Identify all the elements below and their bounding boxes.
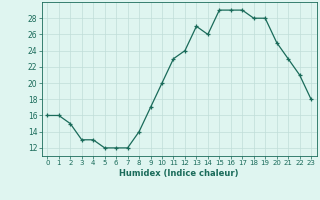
X-axis label: Humidex (Indice chaleur): Humidex (Indice chaleur) xyxy=(119,169,239,178)
